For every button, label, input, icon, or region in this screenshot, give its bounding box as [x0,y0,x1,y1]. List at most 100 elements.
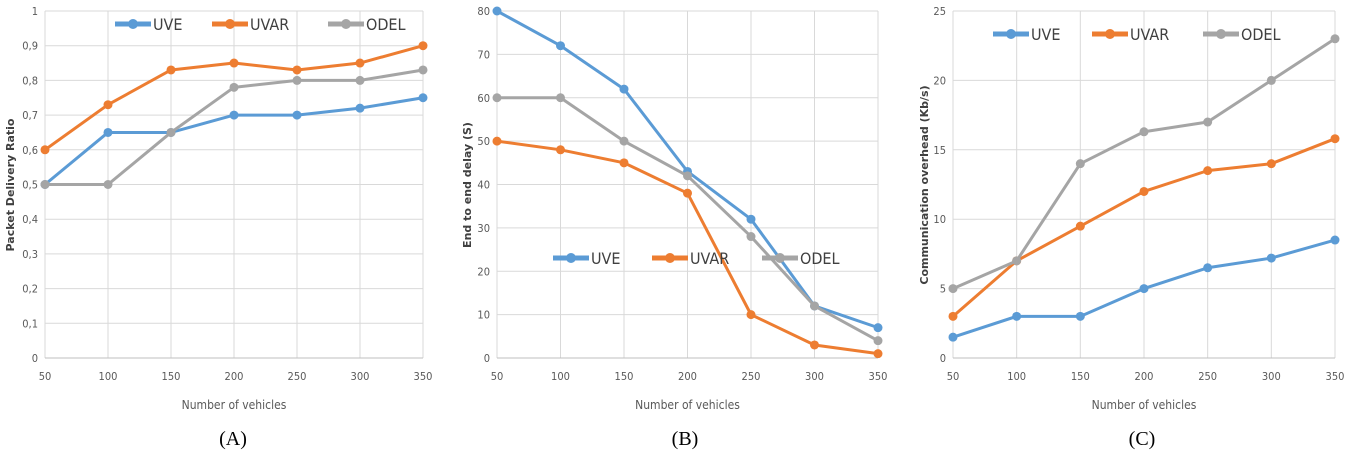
x-tick-label: 350 [1326,370,1345,383]
legend-marker-uve [128,19,138,29]
data-point-odel [229,82,239,92]
chart-caption: (C) [1129,428,1156,450]
data-point-odel [292,75,302,85]
x-axis-title: Number of vehicles [1092,398,1197,412]
data-point-odel [103,180,113,189]
y-tick-label: 0,3 [22,248,38,261]
data-point-odel [948,284,958,294]
data-point-odel [40,180,50,189]
legend-label-odel: ODEL [366,15,406,34]
y-tick-label: 15 [933,144,946,157]
data-point-uvar [418,41,428,51]
data-point-uvar [492,136,502,146]
legend-marker-uvar [665,253,675,263]
x-tick-label: 300 [351,370,370,383]
legend-label-uve: UVE [1031,25,1060,44]
legend-marker-odel [1216,29,1226,39]
legend-label-uvar: UVAR [690,249,729,268]
chart-c: 0 5 10 15 20 25 50 100 150 200 250 300 350 UVE UVAR ODE… [918,5,1344,450]
x-tick-label: 50 [947,370,960,383]
x-tick-label: 250 [742,370,761,383]
x-tick-label: 150 [1071,370,1090,383]
y-tick-label: 0,6 [22,144,38,157]
data-point-odel [166,127,176,137]
legend-label-uve: UVE [591,249,620,268]
data-point-uve [619,84,629,94]
data-point-uve [418,93,428,103]
data-point-uve [1075,311,1085,321]
data-point-odel [355,75,365,85]
data-point-uve [229,110,239,120]
data-point-uve [492,6,502,16]
chart-b: 0 10 20 30 40 50 60 70 80 50 100 150 200 250 300 350 UVE… [461,5,887,450]
legend-label-uvar: UVAR [250,15,289,34]
data-point-uvar [619,158,629,168]
data-point-uvar [556,145,565,155]
data-point-uve [1330,235,1340,245]
data-point-odel [683,171,692,181]
x-axis-title: Number of vehicles [635,398,740,412]
data-point-uvar [1139,186,1149,196]
chart-caption: (B) [672,428,699,450]
y-tick-label: 50 [477,135,490,148]
y-tick-label: 20 [477,265,490,278]
data-point-odel [619,136,629,146]
x-tick-label: 250 [288,370,307,383]
data-point-uvar [229,58,239,68]
y-tick-label: 0,7 [22,109,38,122]
data-point-uvar [1266,159,1276,169]
legend-marker-uvar [225,19,235,29]
y-tick-label: 1 [32,5,38,18]
x-tick-label: 150 [162,370,181,383]
y-tick-label: 0 [484,352,490,365]
data-point-uve [873,323,883,333]
x-tick-label: 350 [869,370,888,383]
y-tick-label: 0,4 [22,213,38,226]
legend-marker-odel [775,253,785,263]
data-point-uvar [746,310,756,320]
x-axis-title: Number of vehicles [182,398,287,412]
data-point-uvar [1203,166,1213,176]
y-tick-label: 30 [477,222,490,235]
data-point-uvar [40,145,50,155]
data-point-odel [418,65,428,75]
legend-label-odel: ODEL [1241,25,1281,44]
data-point-uvar [683,188,692,198]
y-tick-label: 20 [933,74,946,87]
y-tick-label: 0,8 [22,74,38,87]
data-point-odel [1012,256,1022,266]
y-tick-label: 0,1 [22,317,38,330]
data-point-uve [355,103,365,113]
y-tick-label: 25 [933,5,946,18]
data-point-odel [492,93,502,103]
data-point-uvar [948,311,958,321]
legend-marker-odel [341,19,351,29]
legend-marker-uve [566,253,576,263]
data-point-odel [556,93,565,103]
data-point-uvar [355,58,365,68]
data-point-uve [1266,253,1276,263]
chart-caption: (A) [219,428,247,450]
x-tick-label: 50 [491,370,504,383]
data-point-odel [873,336,883,346]
y-tick-label: 0,2 [22,283,38,296]
x-tick-label: 200 [678,370,697,383]
legend-label-uvar: UVAR [1130,25,1169,44]
data-point-uvar [1075,221,1085,231]
data-point-odel [1266,75,1276,85]
data-point-uve [103,127,113,137]
data-point-uvar [810,340,819,350]
x-tick-label: 300 [805,370,824,383]
data-point-uve [292,110,302,120]
y-tick-label: 70 [477,48,490,61]
data-point-odel [1330,34,1340,44]
y-tick-label: 0 [940,352,946,365]
legend-label-odel: ODEL [800,249,840,268]
x-tick-label: 100 [551,370,570,383]
data-point-uvar [1330,134,1340,144]
y-tick-label: 0 [32,352,38,365]
x-tick-label: 50 [39,370,52,383]
x-tick-label: 300 [1262,370,1281,383]
